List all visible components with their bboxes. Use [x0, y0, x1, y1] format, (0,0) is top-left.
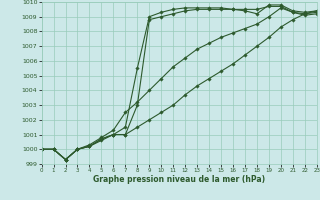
X-axis label: Graphe pression niveau de la mer (hPa): Graphe pression niveau de la mer (hPa)	[93, 175, 265, 184]
